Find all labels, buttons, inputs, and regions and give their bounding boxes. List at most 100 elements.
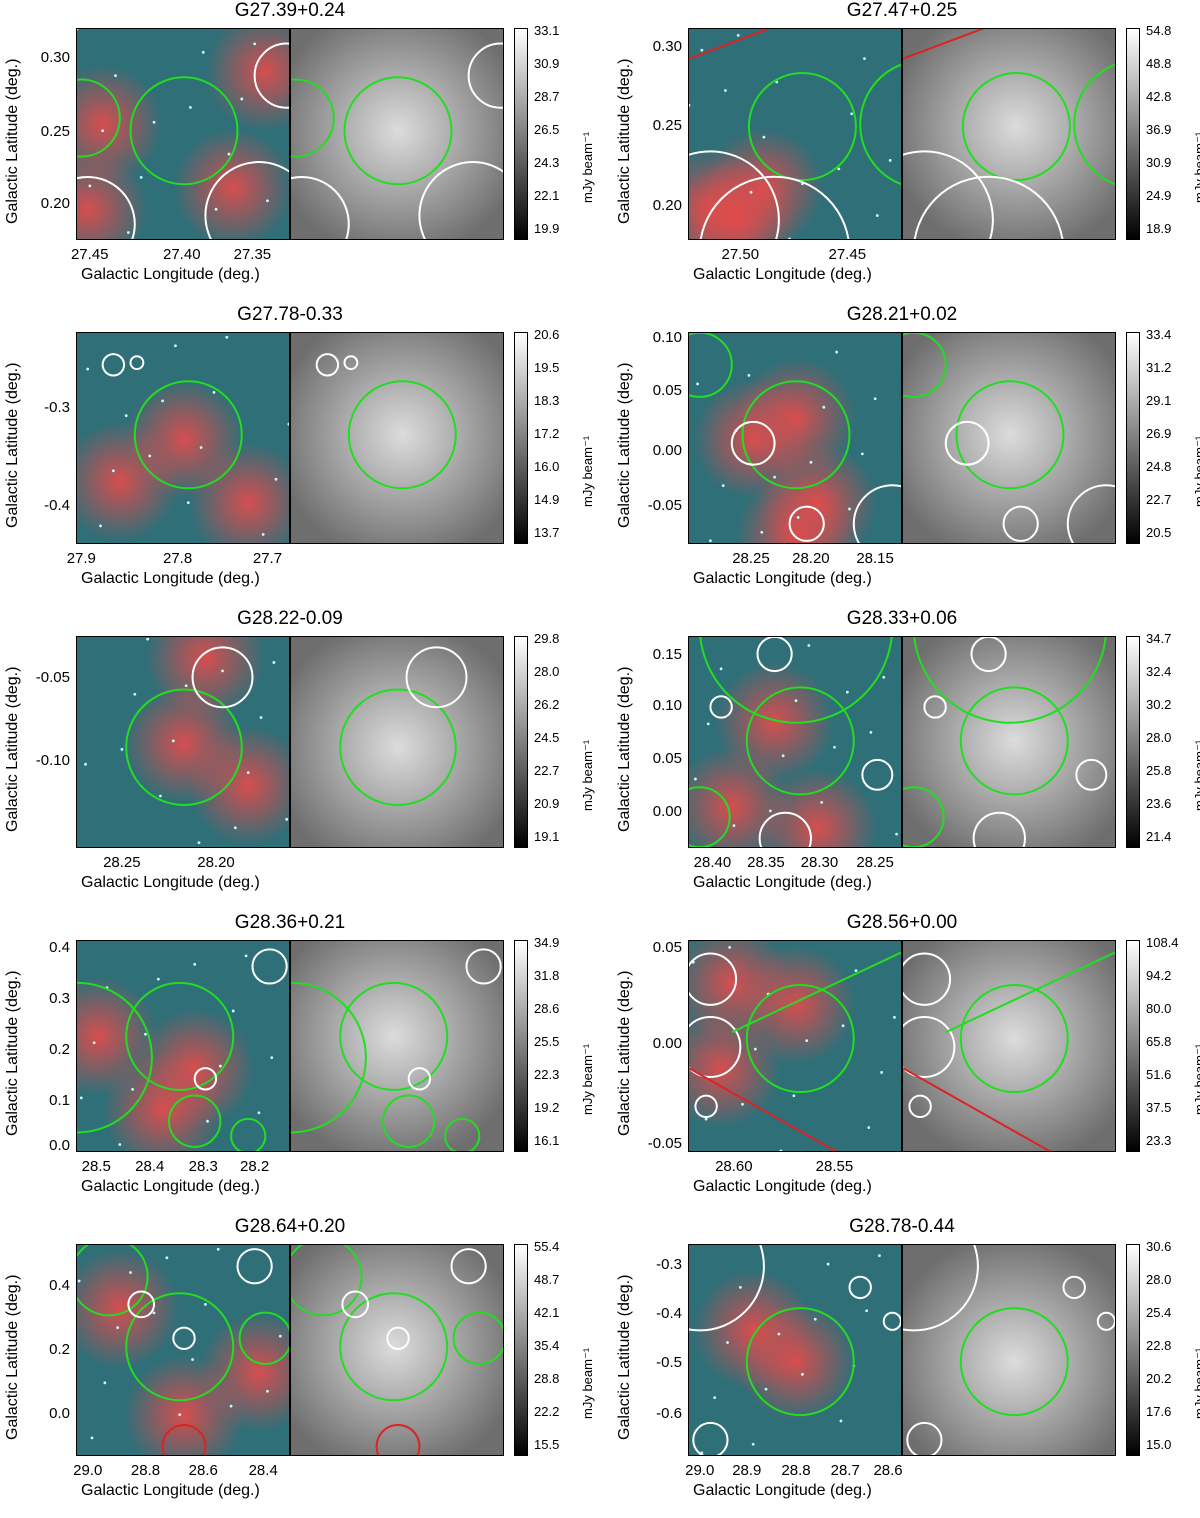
colorbar-tick-label: 42.1 [534,1305,560,1320]
bubble-circle [168,1094,222,1148]
y-tick-label: -0.3 [44,399,70,417]
white-circle [689,1245,765,1332]
mips-grayscale-image [290,1244,504,1456]
y-tick-label: 0.0 [49,1136,70,1154]
bubble-circle [859,63,901,186]
star-point [689,103,691,107]
y-axis-label: Galactic Latitude (deg.) [616,1274,633,1440]
star-point [246,771,250,775]
rgb-composite-image [688,28,902,240]
colorbar-tick-label: 25.8 [1146,763,1172,778]
star-point [839,1419,843,1423]
white-circle [903,150,994,239]
x-tick-label: 28.20 [792,550,830,567]
colorbar-tick-label: 65.8 [1146,1034,1172,1049]
star-point [781,754,785,758]
colorbar [1126,940,1140,1152]
star-point [218,1064,222,1068]
star-point [709,539,712,543]
bubble-circle [125,981,235,1091]
colorbar-tick-label: 51.6 [1146,1067,1172,1082]
colorbar [514,28,528,240]
y-tick-label: 0.4 [49,939,70,957]
mips-grayscale-image [290,940,504,1152]
white-circle [882,1311,901,1331]
colorbar-tick-label: 34.7 [1146,631,1172,646]
star-point [116,1326,120,1330]
mips-grayscale-image [902,28,1116,240]
colorbar-tick-label: 108.4 [1146,935,1179,950]
colorbar-tick-label: 42.8 [1146,89,1172,104]
colorbar-tick-label: 22.8 [1146,1338,1172,1353]
white-circle [944,420,990,466]
star-point [287,422,289,426]
x-tick-label: 28.25 [103,854,141,871]
y-tick-label: 0.0 [49,1404,70,1422]
white-circle [191,646,254,709]
colorbar [514,332,528,544]
bubble-circle [291,981,367,1134]
y-axis-label: Galactic Latitude (deg.) [616,970,633,1136]
panel-title: G28.56+0.00 [846,912,958,933]
white-circle [972,811,1026,847]
x-tick-label: 28.60 [715,1158,753,1175]
star-point [723,89,727,92]
star-point [193,962,197,966]
colorbar-tick-label: 17.6 [1146,1404,1172,1419]
white-circle [129,355,145,371]
white-circle [848,1275,872,1300]
star-point [775,80,779,84]
bubble-circle [133,380,243,490]
y-tick-label: 0.25 [652,116,682,134]
white-circle [1002,505,1039,542]
y-tick-label: 0.10 [652,329,682,347]
white-circle [236,1248,273,1285]
image-panel: G28.21+0.02 Galactic Latitude (deg.) 0.10 0… [612,304,1200,606]
x-tick-label: 27.45 [70,246,109,263]
colorbar-tick-label: 17.2 [534,426,560,441]
y-tick-label: -0.10 [35,752,70,770]
bubble-circle [699,637,893,724]
y-tick-label: 0.20 [652,197,682,215]
white-circle [1096,1311,1115,1331]
mips-grayscale-image [902,1244,1116,1456]
x-tick-label: 28.9 [732,1462,762,1479]
x-tick-label: 27.40 [163,246,201,263]
colorbar-tick-label: 20.5 [1146,525,1172,540]
star-point [152,1311,156,1315]
x-axis-label: Galactic Longitude (deg.) [81,1178,260,1195]
star-point [749,190,753,194]
star-point [144,1032,147,1036]
star-point [171,739,175,743]
star-point [713,1396,717,1400]
colorbar [1126,1244,1140,1456]
star-point [860,452,864,456]
y-tick-label: -0.05 [35,669,70,687]
star-point [813,1317,817,1321]
x-tick-label: 28.7 [830,1462,860,1479]
colorbar-tick-label: 15.5 [534,1437,560,1452]
colorbar-tick-label: 24.8 [1146,459,1172,474]
rgb-composite-image [688,332,902,544]
star-point [261,533,265,536]
x-axis-label: Galactic Longitude (deg.) [693,1482,872,1499]
white-circle [903,1245,979,1332]
star-point [257,1111,261,1115]
panel-title: G28.36+0.21 [234,912,346,933]
star-point [253,42,257,46]
colorbar-tick-label: 19.5 [534,360,560,375]
star-point [865,1309,869,1313]
star-point [231,1009,235,1013]
star-point [726,1341,729,1344]
white-circle [386,1326,410,1350]
star-point [174,344,177,348]
bubble-circle [77,1245,149,1317]
star-point [777,1332,781,1336]
y-tick-label: 0.4 [49,1277,70,1295]
colorbar-tick-label: 21.4 [1146,829,1172,844]
star-point [178,1413,182,1416]
white-circle [852,484,901,543]
x-tick-label: 29.0 [685,1462,715,1479]
colorbar-tick-label: 22.7 [1146,492,1172,507]
star-point [893,1015,896,1019]
